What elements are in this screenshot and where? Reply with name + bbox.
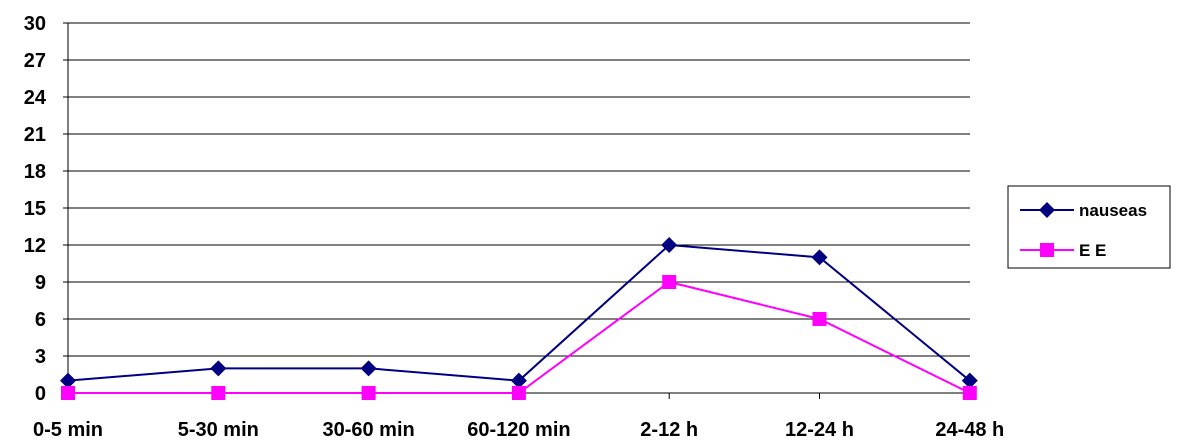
point-e-e-0: [61, 386, 75, 400]
point-nauseas-5: [811, 249, 828, 266]
y-tick-label-3: 3: [35, 346, 46, 368]
legend-marker-nauseas: [1039, 202, 1055, 218]
gridlines: [68, 22, 970, 357]
x-axis-ticks: 0-5 min 5-30 min 30-60 min 60-120 min 2-12 h…: [33, 393, 1004, 441]
point-nauseas-6: [961, 372, 978, 389]
point-e-e-1: [211, 386, 226, 400]
y-tick-label-9: 9: [35, 272, 46, 294]
legend-box: [1007, 185, 1171, 269]
legend-label-ee: E E: [1079, 241, 1106, 260]
x-tick-label-0: 0-5 min: [33, 419, 103, 441]
point-nauseas-0: [60, 372, 76, 389]
point-e-e-5: [812, 312, 827, 326]
point-nauseas-3: [510, 372, 527, 389]
x-tick-label-1: 5-30 min: [178, 419, 259, 441]
point-e-e-3: [511, 386, 526, 400]
y-axis-ticks: 0 3 6 9 12 15 18 21 24 27 30: [24, 13, 68, 405]
point-nauseas-2: [360, 360, 377, 377]
x-tick-label-6: 24-48 h: [935, 419, 1004, 441]
point-e-e-6: [962, 386, 977, 400]
point-nauseas-4: [661, 237, 678, 253]
point-nauseas-1: [210, 360, 227, 377]
series-line-nauseas: [67, 243, 971, 382]
y-tick-label-15: 15: [24, 198, 46, 220]
x-tick-label-4: 2-12 h: [640, 419, 698, 441]
legend-label-nauseas: nauseas: [1079, 201, 1147, 220]
y-tick-label-12: 12: [24, 235, 46, 257]
series-group: [60, 237, 978, 400]
y-tick-label-30: 30: [24, 13, 46, 35]
x-tick-label-5: 12-24 h: [785, 419, 854, 441]
y-tick-label-21: 21: [24, 124, 46, 146]
y-tick-label-18: 18: [24, 161, 46, 183]
legend-marker-ee: [1040, 243, 1054, 257]
legend: nauseas E E: [1007, 185, 1171, 269]
x-tick-label-2: 30-60 min: [322, 419, 414, 441]
y-tick-label-27: 27: [24, 50, 46, 72]
x-tick-label-3: 60-120 min: [467, 419, 570, 441]
y-tick-label-24: 24: [24, 87, 47, 109]
y-tick-label-6: 6: [35, 309, 46, 331]
point-e-e-4: [662, 275, 677, 289]
point-e-e-2: [361, 386, 376, 400]
y-tick-label-0: 0: [35, 383, 46, 405]
